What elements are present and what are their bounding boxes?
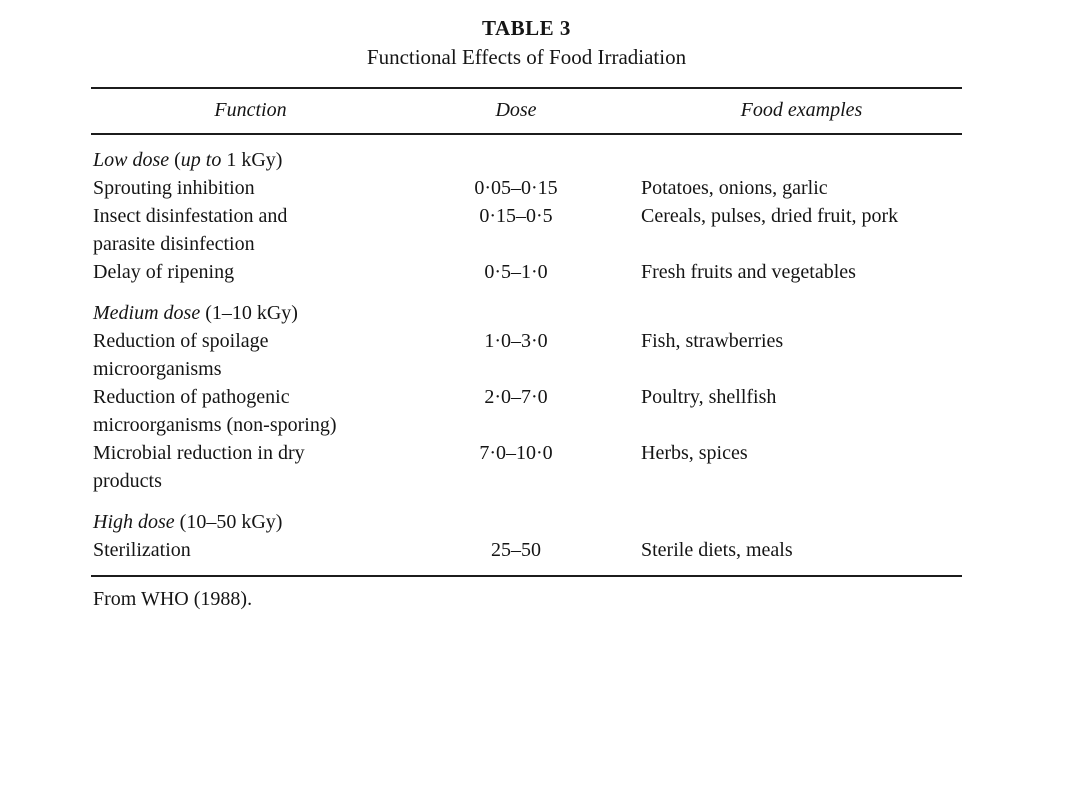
table-row: Sprouting inhibition 0·05–0·15 Potatoes, o… (91, 174, 962, 202)
rule-header-bottom (91, 133, 962, 135)
cell-dose: 0·05–0·15 (474, 177, 558, 199)
table-caption: TABLE 3 Functional Effects of Food Irrad… (91, 16, 962, 69)
section-header-segment: High dose (93, 511, 175, 533)
cell-dose: 7·0–10·0 (479, 442, 553, 464)
cell-food-examples: Herbs, spices (641, 442, 748, 464)
column-header-function: Function (214, 99, 287, 121)
cell-dose: 0·5–1·0 (484, 261, 548, 283)
section-header-low-dose: Low dose (up to 1 kGy) (91, 146, 962, 174)
column-header-dose: Dose (495, 99, 537, 121)
section-header-segment: Medium dose (93, 302, 201, 324)
section-header-segment: Low dose (93, 149, 170, 171)
table-3: TABLE 3 Functional Effects of Food Irrad… (91, 0, 962, 612)
table-row: Microbial reduction in dry products 7·0–10… (91, 439, 962, 495)
cell-food-examples: Fresh fruits and vegetables (641, 261, 856, 283)
function-line: microorganisms (non-sporing) (93, 414, 337, 436)
column-header-food-examples: Food examples (740, 99, 863, 121)
section-header-medium-dose: Medium dose (1–10 kGy) (91, 299, 962, 327)
table-row: Delay of ripening 0·5–1·0 Fresh fruits and… (91, 258, 962, 286)
cell-function: Delay of ripening (91, 258, 456, 286)
table-header-row: Function Dose Food examples (91, 89, 962, 133)
function-line: Reduction of pathogenic (93, 386, 290, 408)
cell-food-examples: Sterile diets, meals (641, 539, 793, 561)
cell-function: Sterilization (91, 536, 456, 564)
section-medium-dose: Medium dose (1–10 kGy) Reduction of spoil… (91, 299, 962, 495)
section-header-segment: ( (169, 149, 181, 171)
table-row: Reduction of pathogenic microorganisms (n… (91, 383, 962, 439)
cell-function: Sprouting inhibition (91, 174, 456, 202)
rule-bottom (91, 575, 962, 577)
section-header-segment: (10–50 kGy) (174, 511, 283, 533)
cell-function: Reduction of pathogenic microorganisms (n… (91, 383, 456, 439)
cell-function: Microbial reduction in dry products (91, 439, 456, 495)
cell-food-examples: Poultry, shellfish (641, 386, 777, 408)
function-line: microorganisms (93, 358, 222, 380)
table-row: Reduction of spoilage microorganisms 1·0–3… (91, 327, 962, 383)
cell-dose: 0·15–0·5 (479, 205, 553, 227)
cell-dose: 1·0–3·0 (484, 330, 548, 352)
table-body: Low dose (up to 1 kGy) Sprouting inhibiti… (91, 146, 962, 564)
function-line: Sprouting inhibition (93, 177, 255, 199)
function-line: Sterilization (93, 539, 191, 561)
section-header-segment: up to (180, 149, 222, 171)
cell-food-examples: Potatoes, onions, garlic (641, 177, 828, 199)
function-line: parasite disinfection (93, 233, 255, 255)
cell-dose: 2·0–7·0 (484, 386, 548, 408)
cell-dose: 25–50 (491, 539, 541, 561)
section-header-high-dose: High dose (10–50 kGy) (91, 508, 962, 536)
table-row: Insect disinfestation and parasite disinf… (91, 202, 962, 258)
section-header-segment: (1–10 kGy) (200, 302, 298, 324)
cell-function: Insect disinfestation and parasite disinf… (91, 202, 456, 258)
section-header-segment: 1 kGy) (221, 149, 283, 171)
table-footnote: From WHO (1988). (93, 588, 253, 610)
cell-food-examples: Fish, strawberries (641, 330, 784, 352)
table-title: TABLE 3 (482, 16, 571, 40)
function-line: products (93, 470, 162, 492)
function-line: Microbial reduction in dry (93, 442, 305, 464)
table-subtitle: Functional Effects of Food Irradiation (366, 45, 687, 69)
cell-function: Reduction of spoilage microorganisms (91, 327, 456, 383)
table-row: Sterilization 25–50 Sterile diets, meals (91, 536, 962, 564)
function-line: Insect disinfestation and (93, 205, 288, 227)
function-line: Delay of ripening (93, 261, 235, 283)
cell-food-examples: Cereals, pulses, dried fruit, pork (641, 205, 899, 227)
section-high-dose: High dose (10–50 kGy) Sterilization 25–50 S… (91, 508, 962, 564)
section-low-dose: Low dose (up to 1 kGy) Sprouting inhibiti… (91, 146, 962, 286)
function-line: Reduction of spoilage (93, 330, 269, 352)
rule-top (91, 87, 962, 89)
